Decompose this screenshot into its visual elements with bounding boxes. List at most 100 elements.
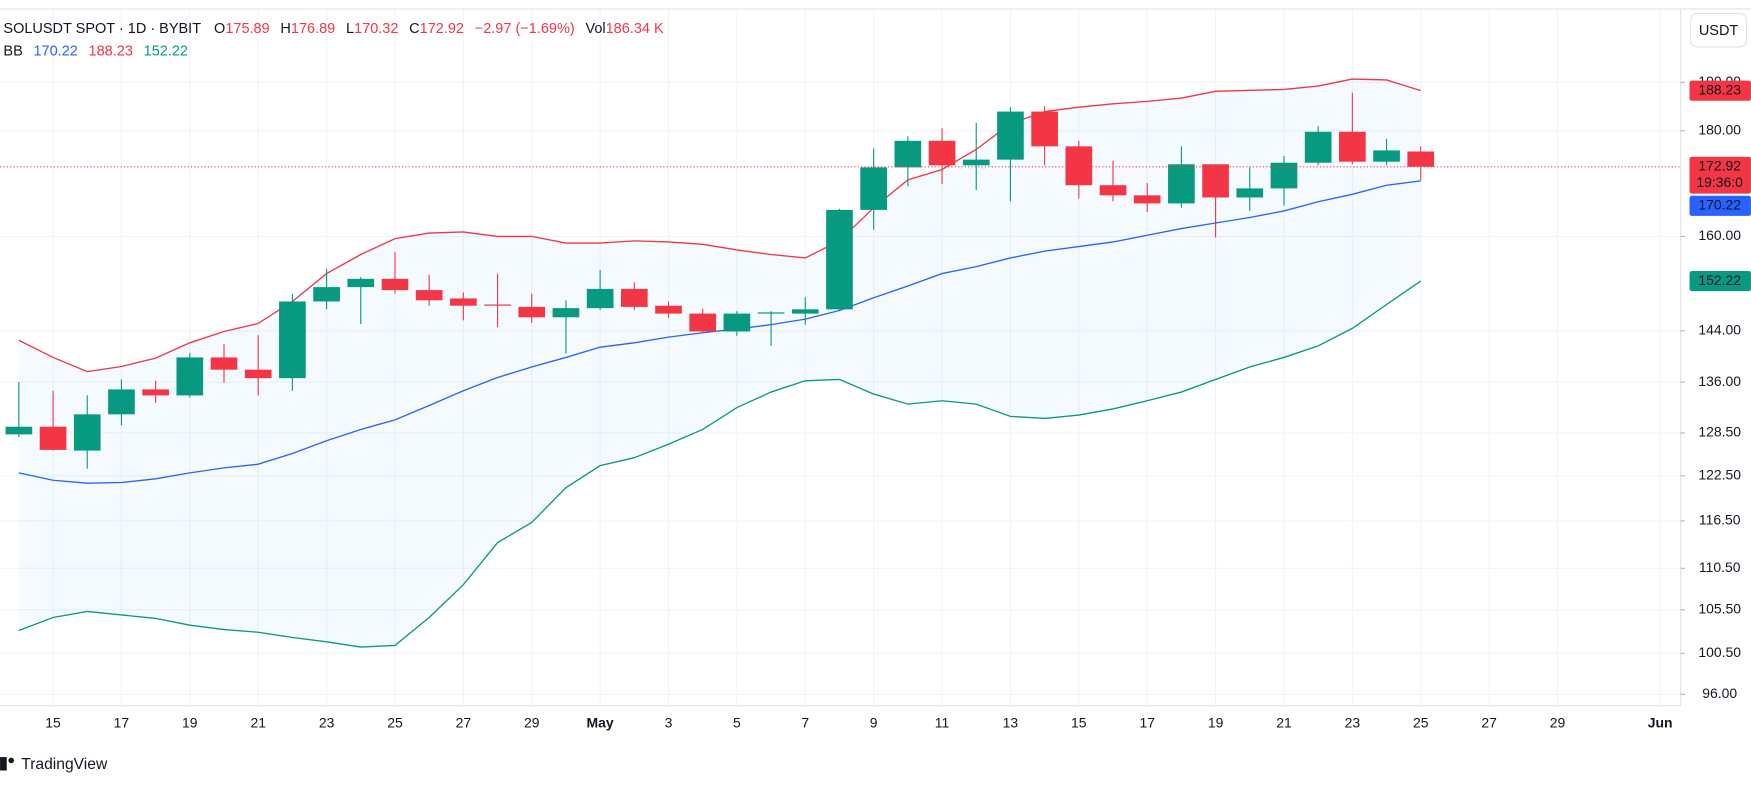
price-tag xyxy=(1689,80,1751,101)
candle-body xyxy=(997,111,1024,160)
candle-body xyxy=(962,159,990,166)
x-tick-label: 21 xyxy=(250,714,266,730)
bb-upper-line xyxy=(18,78,1421,373)
indicator-name: BB xyxy=(3,43,22,59)
candle-body xyxy=(1373,150,1400,162)
candle-body xyxy=(73,414,101,451)
y-tick-label: 105.50 xyxy=(1698,601,1741,617)
y-tick-label: 180.00 xyxy=(1698,121,1741,137)
candle-body xyxy=(450,298,477,306)
candle-body xyxy=(894,140,922,168)
x-tick-label: Jun xyxy=(1648,714,1673,730)
candle-body xyxy=(210,357,238,370)
price-axis: 96.00 100.50 105.50 110.50 116.50 122.50 128.5… xyxy=(1680,73,1751,701)
y-tick-label: 96.00 xyxy=(1702,685,1737,701)
countdown: 19:36:0 xyxy=(1696,174,1743,190)
price-tag xyxy=(1689,156,1751,194)
price-tag-label: 188.23 xyxy=(1698,81,1741,97)
candle-body xyxy=(415,290,443,301)
x-tick-label: 25 xyxy=(1413,714,1429,730)
currency[interactable]: USDT xyxy=(1699,23,1739,39)
candle-body xyxy=(689,313,717,332)
volume-value: 186.34 K xyxy=(606,21,664,37)
y-tick-label: 110.50 xyxy=(1699,559,1741,575)
open-value: 175.89 xyxy=(225,21,269,37)
x-tick-label: 9 xyxy=(870,714,878,730)
candle-body xyxy=(1099,185,1127,196)
candle-body xyxy=(620,288,648,307)
price-tag-label: 172.92 xyxy=(1698,157,1741,173)
x-tick-label: 17 xyxy=(1139,714,1155,730)
bb-mid-value: 170.22 xyxy=(33,43,77,59)
candle-body xyxy=(723,313,751,332)
candle-body xyxy=(176,357,204,396)
open-label: O xyxy=(214,21,225,37)
x-tick-label: 23 xyxy=(1345,714,1361,730)
candle-body xyxy=(1202,164,1229,198)
candle-body xyxy=(1133,195,1161,204)
candle-body xyxy=(928,140,956,166)
x-tick-label: 25 xyxy=(387,714,403,730)
candle-body xyxy=(655,305,682,314)
x-tick-label: 27 xyxy=(456,714,472,730)
candle-body xyxy=(142,389,169,396)
candle-body xyxy=(1339,131,1366,162)
logo-dot xyxy=(8,757,15,764)
symbol: SOLUSDT SPOT · 1D · BYBIT xyxy=(3,21,201,37)
price-tag xyxy=(1689,195,1751,216)
price-tag-label: 170.22 xyxy=(1698,197,1741,213)
high-label: H xyxy=(280,21,290,37)
candle-body xyxy=(1236,188,1264,198)
x-tick-label: 27 xyxy=(1481,714,1497,730)
x-tick-label: 7 xyxy=(801,714,809,730)
candle-body xyxy=(279,301,306,379)
price-tag-label: 152.22 xyxy=(1698,272,1741,288)
close-label: C xyxy=(409,21,419,37)
candle-body xyxy=(791,309,819,314)
bb-upper-value: 188.23 xyxy=(89,43,133,59)
y-tick-label: 144.00 xyxy=(1698,322,1741,338)
high-value: 176.89 xyxy=(291,21,335,37)
candle-body xyxy=(313,287,340,302)
close-value: 172.92 xyxy=(420,21,464,37)
candle-body xyxy=(1304,131,1332,163)
change: −2.97 (−1.69%) xyxy=(475,21,575,37)
candle-body xyxy=(108,389,135,415)
candle-body xyxy=(586,288,614,309)
candle-body xyxy=(381,278,409,291)
y-tick-label: 128.50 xyxy=(1698,424,1741,440)
volume-label: Vol xyxy=(585,21,605,37)
legend-row: SOLUSDT SPOT · 1D · BYBIT O175.89 H176.8… xyxy=(3,21,664,37)
candle-body xyxy=(484,304,511,306)
x-tick-label: 15 xyxy=(45,714,61,730)
y-tick-label: 136.00 xyxy=(1698,373,1741,389)
candle-body xyxy=(860,167,887,210)
x-tick-label: 15 xyxy=(1071,714,1087,730)
x-tick-label: 29 xyxy=(524,714,540,730)
band-fill xyxy=(18,79,1421,648)
x-tick-label: 19 xyxy=(1208,714,1224,730)
x-tick-label: 29 xyxy=(1550,714,1566,730)
x-tick-label: 3 xyxy=(665,714,673,730)
plot xyxy=(0,78,1681,648)
x-tick-label: 5 xyxy=(733,714,741,730)
low-value: 170.32 xyxy=(354,21,398,37)
y-tick-label: 100.50 xyxy=(1698,644,1741,660)
candle-body xyxy=(1168,164,1195,204)
currency-button[interactable] xyxy=(1690,12,1748,48)
x-tick-label: 23 xyxy=(319,714,335,730)
candle-body xyxy=(1407,151,1435,167)
y-tick-label: 116.50 xyxy=(1699,512,1741,528)
logo-mark xyxy=(0,757,7,771)
x-tick-label: May xyxy=(587,714,614,730)
x-tick-label: 19 xyxy=(182,714,198,730)
y-tick-label: 160.00 xyxy=(1698,227,1741,243)
indicator-row: BB 170.22 188.23 152.22 xyxy=(3,43,188,59)
candle-body xyxy=(1065,146,1093,186)
candle-body xyxy=(757,312,785,314)
x-tick-label: 13 xyxy=(1003,714,1019,730)
candle-body xyxy=(244,369,272,379)
x-tick-label: 11 xyxy=(935,714,950,730)
